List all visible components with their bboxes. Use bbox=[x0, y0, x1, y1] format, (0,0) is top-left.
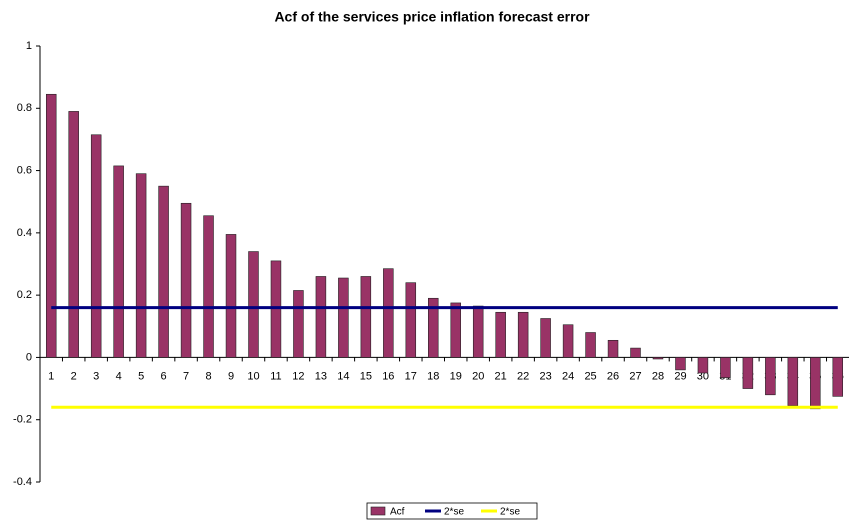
bar bbox=[630, 347, 641, 358]
bar bbox=[135, 173, 147, 358]
bar bbox=[495, 311, 506, 358]
x-tick-label: 24 bbox=[562, 370, 574, 382]
x-tick-label: 28 bbox=[652, 370, 664, 382]
bar bbox=[742, 357, 754, 389]
bar bbox=[697, 357, 709, 374]
bar bbox=[90, 134, 102, 358]
bar bbox=[832, 357, 844, 397]
x-tick-label: 27 bbox=[629, 370, 641, 382]
x-tick-label: 9 bbox=[228, 370, 234, 382]
bar bbox=[338, 277, 349, 358]
chart-title: Acf of the services price inflation fore… bbox=[274, 9, 590, 25]
x-tick-label: 20 bbox=[472, 370, 484, 382]
x-tick-label: 10 bbox=[247, 370, 259, 382]
y-tick-label: -0.2 bbox=[13, 414, 32, 426]
y-tick-label: 0.2 bbox=[17, 289, 32, 301]
bar bbox=[450, 302, 461, 358]
bar bbox=[293, 290, 304, 358]
legend-label: 2*se bbox=[444, 507, 464, 518]
bar bbox=[540, 318, 551, 358]
x-tick-label: 6 bbox=[161, 370, 167, 382]
bar bbox=[810, 357, 821, 410]
y-tick-label: 1 bbox=[26, 40, 32, 52]
bar bbox=[113, 165, 124, 358]
bar bbox=[585, 332, 596, 358]
x-tick-label: 2 bbox=[71, 370, 77, 382]
bar bbox=[383, 268, 394, 358]
bar bbox=[360, 276, 372, 358]
legend-label: Acf bbox=[390, 507, 405, 518]
bar bbox=[203, 215, 214, 358]
x-tick-label: 16 bbox=[382, 370, 394, 382]
x-tick-label: 22 bbox=[517, 370, 529, 382]
bar bbox=[787, 357, 799, 406]
x-tick-label: 8 bbox=[205, 370, 211, 382]
bar bbox=[225, 234, 237, 358]
bar bbox=[517, 311, 529, 358]
bar bbox=[270, 260, 282, 358]
legend-label: 2*se bbox=[500, 507, 520, 518]
bar bbox=[428, 297, 439, 358]
x-tick-label: 17 bbox=[405, 370, 417, 382]
x-tick-label: 1 bbox=[48, 370, 54, 382]
x-tick-label: 25 bbox=[584, 370, 596, 382]
x-tick-label: 15 bbox=[360, 370, 372, 382]
bar bbox=[562, 324, 574, 358]
bar bbox=[68, 111, 79, 358]
x-tick-label: 5 bbox=[138, 370, 144, 382]
x-tick-label: 4 bbox=[116, 370, 122, 382]
bar bbox=[652, 357, 664, 360]
y-tick-label: -0.4 bbox=[13, 476, 32, 488]
legend-box bbox=[366, 502, 538, 520]
x-tick-label: 18 bbox=[427, 370, 439, 382]
legend-swatch bbox=[370, 506, 386, 516]
y-tick-label: 0 bbox=[26, 351, 32, 363]
x-tick-label: 21 bbox=[495, 370, 507, 382]
bar bbox=[248, 251, 259, 358]
bar bbox=[720, 357, 731, 378]
x-tick-label: 29 bbox=[674, 370, 686, 382]
bar bbox=[180, 202, 192, 358]
x-tick-label: 23 bbox=[540, 370, 552, 382]
bar bbox=[675, 357, 686, 371]
x-tick-label: 19 bbox=[450, 370, 462, 382]
y-tick-label: 0.8 bbox=[17, 102, 32, 114]
y-tick-label: 0.6 bbox=[17, 164, 32, 176]
x-tick-label: 14 bbox=[337, 370, 349, 382]
x-tick-label: 3 bbox=[93, 370, 99, 382]
x-tick-label: 12 bbox=[292, 370, 304, 382]
x-tick-label: 11 bbox=[270, 370, 281, 382]
bar bbox=[765, 357, 776, 396]
bar bbox=[405, 282, 417, 358]
bar bbox=[158, 185, 169, 358]
bar bbox=[607, 339, 619, 358]
bar bbox=[45, 93, 57, 358]
bar bbox=[315, 276, 327, 358]
x-tick-label: 7 bbox=[183, 370, 189, 382]
x-tick-label: 30 bbox=[697, 370, 709, 382]
bar bbox=[472, 305, 484, 358]
y-tick-label: 0.4 bbox=[17, 227, 32, 239]
x-tick-label: 13 bbox=[315, 370, 327, 382]
x-tick-label: 26 bbox=[607, 370, 619, 382]
